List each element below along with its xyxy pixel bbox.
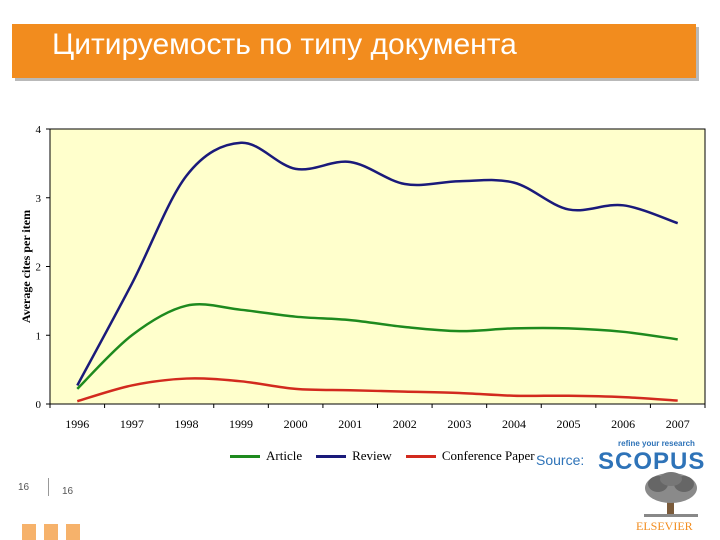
x-tick-label: 2007	[666, 417, 690, 431]
x-tick-label: 2001	[338, 417, 362, 431]
y-tick-label: 1	[36, 330, 42, 342]
y-tick-label: 4	[36, 124, 42, 136]
legend-item-article: Article	[230, 448, 302, 464]
elsevier-logo: ELSEVIER	[636, 519, 693, 533]
legend-swatch	[316, 454, 347, 458]
source-label: Source:	[536, 452, 585, 468]
elsevier-tree-icon	[644, 472, 698, 517]
legend-label: Review	[352, 448, 392, 463]
line-chart: 0 1 2 3 4 1996 1997 1998 1999 2000 2001 2002 2003 200…	[19, 124, 706, 431]
page-number-right: 16	[62, 486, 74, 497]
x-tick-label: 2000	[284, 417, 308, 431]
title-bar: Цитируемость по типу документа	[12, 24, 696, 78]
scopus-logo: SCOPUS	[598, 448, 706, 475]
legend-swatch	[230, 454, 260, 458]
page-title: Цитируемость по типу документа	[52, 28, 517, 61]
x-tick-label: 1999	[229, 417, 253, 431]
legend-swatch	[405, 454, 436, 458]
legend-item-conference-paper: Conference Paper	[405, 448, 535, 464]
x-tick-label: 1996	[65, 417, 89, 431]
scopus-tagline: refine your research	[618, 439, 695, 448]
x-tick-label: 2002	[393, 417, 417, 431]
series-line-review	[76, 141, 679, 387]
divider	[48, 478, 49, 496]
legend-label: Conference Paper	[441, 448, 535, 463]
x-tick-label: 2005	[557, 417, 581, 431]
y-tick-label: 0	[36, 399, 42, 411]
x-tick-label: 2006	[611, 417, 635, 431]
y-tick-label: 3	[36, 193, 42, 205]
x-tick-label: 1998	[174, 417, 198, 431]
series-line-conference-paper	[76, 377, 678, 403]
y-axis-label: Average cites per item	[19, 210, 33, 323]
bottom-strip	[0, 524, 720, 540]
series-line-article	[76, 303, 678, 390]
chart-legend: Article Review Conference Paper	[230, 448, 535, 464]
y-tick-label: 2	[36, 262, 42, 274]
plot-area	[49, 128, 706, 405]
x-tick-label: 2004	[502, 417, 526, 431]
legend-item-review: Review	[316, 448, 392, 464]
x-tick-label: 1997	[120, 417, 144, 431]
legend-label: Article	[266, 448, 303, 463]
x-tick-label: 2003	[447, 417, 471, 431]
page-number-left: 16	[18, 482, 30, 493]
